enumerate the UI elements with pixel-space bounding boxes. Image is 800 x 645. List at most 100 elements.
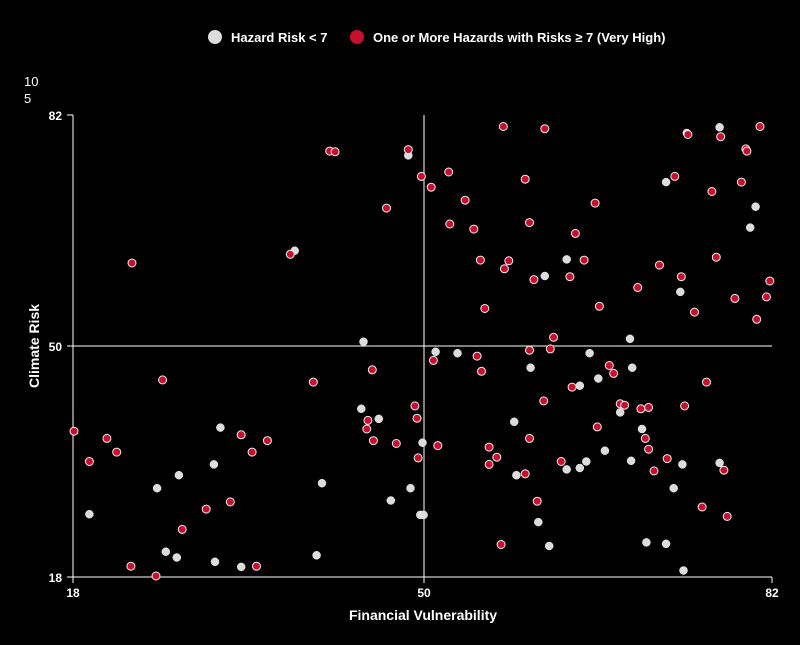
point-hazard-high xyxy=(592,422,602,432)
point-hazard-high xyxy=(590,198,600,208)
point-hazard-low xyxy=(357,404,366,414)
point-hazard-high xyxy=(545,344,555,354)
legend-label-hazard-high: One or More Hazards with Risks ≥ 7 (Very… xyxy=(373,30,666,45)
point-hazard-high xyxy=(640,433,650,443)
series-hazard-high xyxy=(69,122,775,581)
x-tick-label-middle: 50 xyxy=(417,586,431,600)
point-hazard-low xyxy=(540,271,550,281)
point-hazard-low xyxy=(431,347,440,357)
point-hazard-high xyxy=(444,167,454,177)
point-hazard-low xyxy=(625,334,635,344)
point-hazard-high xyxy=(472,351,482,361)
point-hazard-high xyxy=(475,255,485,265)
point-hazard-high xyxy=(716,132,726,142)
point-hazard-high xyxy=(499,264,509,274)
point-hazard-low xyxy=(661,539,671,549)
point-hazard-high xyxy=(368,436,378,446)
point-hazard-high xyxy=(363,415,373,425)
point-hazard-high xyxy=(362,424,372,434)
point-hazard-high xyxy=(570,228,580,238)
point-hazard-high xyxy=(549,332,559,342)
point-hazard-high xyxy=(525,345,534,355)
point-hazard-low xyxy=(161,547,171,556)
point-hazard-low xyxy=(210,557,220,567)
point-hazard-high xyxy=(484,459,494,469)
point-hazard-high xyxy=(697,502,707,512)
point-hazard-high xyxy=(529,275,539,285)
point-hazard-high xyxy=(670,171,680,181)
point-hazard-low xyxy=(679,566,688,575)
point-hazard-high xyxy=(644,402,654,412)
point-hazard-high xyxy=(636,404,646,414)
y-tick-label-bottom: 18 xyxy=(49,571,63,585)
x-tick-label-right: 82 xyxy=(765,586,779,600)
point-hazard-high xyxy=(736,177,746,187)
point-hazard-high xyxy=(330,147,340,157)
point-hazard-low xyxy=(317,478,327,488)
point-hazard-low xyxy=(669,483,678,493)
point-hazard-high xyxy=(742,146,752,156)
point-hazard-high xyxy=(609,368,619,378)
point-hazard-high xyxy=(127,258,137,268)
point-hazard-low xyxy=(312,551,321,560)
point-hazard-high xyxy=(403,145,413,155)
point-hazard-low xyxy=(627,363,637,372)
point-hazard-low xyxy=(526,363,535,372)
point-hazard-high xyxy=(702,377,711,387)
point-hazard-high xyxy=(308,377,318,387)
point-hazard-high xyxy=(201,504,211,514)
legend: Hazard Risk < 7 One or More Hazards with… xyxy=(208,30,666,45)
point-hazard-high xyxy=(367,365,377,375)
legend-marker-hazard-low xyxy=(208,30,222,44)
point-hazard-low xyxy=(637,424,647,434)
point-hazard-high xyxy=(722,511,732,521)
point-hazard-high xyxy=(225,497,235,507)
point-hazard-high xyxy=(730,293,740,303)
point-hazard-high xyxy=(620,400,630,410)
point-hazard-high xyxy=(520,469,530,479)
point-hazard-high xyxy=(540,124,550,134)
legend-marker-hazard-high xyxy=(350,30,364,44)
point-hazard-low xyxy=(676,287,685,297)
point-hazard-low xyxy=(209,460,219,469)
point-hazard-high xyxy=(445,219,455,229)
point-hazard-low xyxy=(359,337,368,346)
point-hazard-high xyxy=(433,441,443,451)
point-hazard-low xyxy=(418,438,427,447)
point-hazard-high xyxy=(707,187,717,196)
point-hazard-high xyxy=(428,355,438,365)
point-hazard-high xyxy=(498,122,508,131)
point-hazard-low xyxy=(745,223,755,232)
point-hazard-low xyxy=(715,458,724,468)
corner-label-line-1: 10 xyxy=(24,74,38,89)
legend-label-hazard-low: Hazard Risk < 7 xyxy=(231,30,327,45)
point-hazard-low xyxy=(406,483,415,493)
point-hazard-high xyxy=(644,444,654,454)
point-hazard-low xyxy=(512,470,521,480)
point-hazard-high xyxy=(752,314,762,324)
point-hazard-high xyxy=(655,260,664,270)
point-hazard-low xyxy=(575,463,585,473)
point-hazard-high xyxy=(84,457,94,466)
y-tick-label-middle: 50 xyxy=(49,340,63,354)
point-hazard-low xyxy=(642,538,651,547)
point-hazard-high xyxy=(525,433,534,443)
point-hazard-high xyxy=(504,256,514,266)
point-hazard-high xyxy=(151,571,161,581)
point-hazard-high xyxy=(391,439,401,448)
point-hazard-high xyxy=(579,255,589,265)
point-hazard-low xyxy=(374,414,384,424)
point-hazard-low xyxy=(626,456,636,466)
point-hazard-high xyxy=(252,561,261,571)
point-hazard-low xyxy=(174,470,184,480)
point-hazard-high xyxy=(469,224,479,234)
point-hazard-high xyxy=(480,304,490,313)
point-hazard-low xyxy=(85,509,94,519)
point-hazard-low xyxy=(600,446,610,455)
point-hazard-high xyxy=(477,366,486,376)
point-hazard-low xyxy=(544,541,554,551)
point-hazard-low xyxy=(575,381,585,390)
point-hazard-low xyxy=(453,348,462,358)
point-hazard-low xyxy=(678,460,687,469)
